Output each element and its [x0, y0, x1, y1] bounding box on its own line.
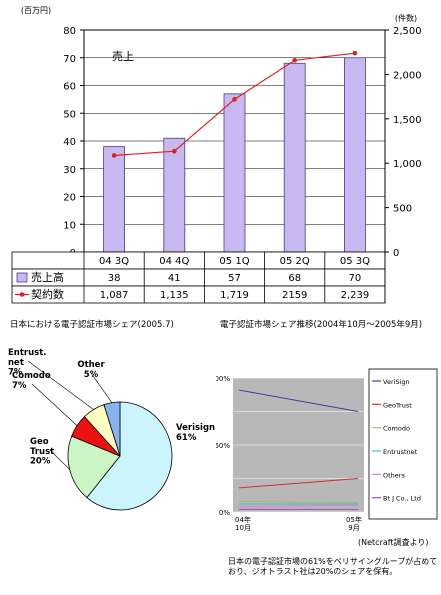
y-left-tick-label: 80 — [63, 26, 76, 37]
x-tick-label: 05 2Q — [280, 256, 310, 267]
legend-label-contracts: 契約数 — [31, 287, 64, 301]
contracts-point — [172, 148, 177, 154]
revenue-data-label: 38 — [108, 273, 121, 284]
y-left-tick-label: 40 — [63, 137, 76, 148]
trend-legend-label: Comodo — [383, 425, 410, 433]
trend-x-tick-label: 04年 10月 — [235, 515, 251, 532]
y-left-tick-label: 60 — [63, 82, 76, 93]
y-right-tick-label: 0 — [393, 248, 399, 259]
x-tick-label: 05 3Q — [340, 256, 370, 267]
pie-slice-label: Other 5% — [77, 360, 105, 380]
trend-series-line — [238, 504, 359, 508]
pie-slice-label: Geo Trust 20% — [30, 437, 54, 467]
x-tick-label: 04 3Q — [99, 256, 129, 267]
trend-series-line — [238, 500, 359, 504]
revenue-bar — [343, 57, 366, 253]
trend-title: 電子認証市場シェア推移(2004年10月～2005年9月) — [220, 319, 422, 330]
y-right-tick-label: 500 — [393, 204, 412, 215]
chart-annotation: 売上 — [112, 50, 134, 63]
y-left-tick-label: 10 — [63, 220, 76, 231]
x-tick-label: 05 1Q — [219, 256, 249, 267]
summary-note: 日本の電子認証市場の61%をベリサイングループが占めており、ジオトラスト社は20… — [228, 557, 438, 576]
y-left-tick-label: 70 — [63, 54, 76, 65]
trend-legend — [368, 368, 438, 520]
x-tick-label: 04 4Q — [159, 256, 189, 267]
y-right-tick-label: 2,000 — [393, 70, 422, 81]
pie-slice-label: Entrust. net 7% — [8, 348, 47, 378]
legend-swatch-revenue — [16, 272, 28, 283]
pie-slice-label: Verisign 61% — [176, 423, 215, 443]
trend-y-tick-label: 0% — [219, 509, 230, 517]
trend-y-tick-label: 50% — [216, 442, 230, 450]
pie-leader-line — [49, 449, 70, 470]
revenue-data-label: 41 — [168, 273, 181, 284]
y-left-unit: (百万円) — [21, 6, 51, 15]
revenue-data-label: 68 — [288, 273, 301, 284]
market-share-pie-chart: 日本における電子認証市場シェア(2005.7) Verisign 61% Geo Tru… — [8, 319, 215, 511]
legend-marker-contracts — [19, 292, 25, 297]
y-right-tick-label: 1,500 — [393, 115, 422, 126]
source-note: (Netcraft調査より) — [358, 538, 429, 547]
legend-label-revenue: 売上高 — [31, 270, 64, 284]
y-left-tick-label: 20 — [63, 193, 76, 204]
contracts-data-label: 1,087 — [100, 290, 129, 301]
contracts-point — [352, 50, 358, 56]
y-left-tick-label: 50 — [63, 109, 76, 120]
pie-leader-line — [27, 360, 94, 410]
y-right-tick-label: 1,000 — [393, 159, 422, 170]
table-row — [11, 268, 386, 287]
revenue-data-label: 70 — [349, 273, 362, 284]
contracts-data-label: 2,239 — [341, 290, 370, 301]
trend-series-line — [238, 389, 359, 412]
market-share-trend-chart: 電子認証市場シェア推移(2004年10月～2005年9月) 0% 50% 100% 04… — [216, 319, 438, 532]
contracts-data-label: 1,135 — [160, 290, 189, 301]
trend-legend-label: Entrustnet — [383, 448, 418, 456]
pie-title: 日本における電子認証市場シェア(2005.7) — [10, 319, 174, 330]
trend-legend-label: Bt J Co., Ltd — [383, 495, 421, 503]
trend-y-tick-label: 100% — [216, 375, 230, 383]
trend-legend-label: Others — [383, 471, 405, 479]
trend-legend-label: VeriSign — [383, 378, 410, 386]
trend-series-line — [238, 478, 359, 489]
table-row — [11, 285, 386, 304]
revenue-bar — [163, 137, 186, 253]
y-right-unit: (件数) — [395, 13, 417, 23]
pie-leader-line — [31, 383, 78, 426]
contracts-point — [292, 57, 298, 63]
contracts-data-label: 1,719 — [220, 290, 249, 301]
revenue-bar — [103, 146, 125, 253]
revenue-bar — [283, 62, 306, 253]
y-right-tick-label: 2,500 — [393, 26, 422, 37]
contracts-point — [111, 153, 117, 158]
trend-legend-label: GeoTrust — [383, 401, 412, 409]
revenue-bar — [223, 93, 246, 253]
revenue-data-label: 57 — [228, 273, 241, 284]
pie-leader-line — [90, 372, 113, 403]
pie-slice — [86, 401, 173, 511]
pie-slice-label: Comodo 7% — [12, 371, 51, 391]
revenue-contracts-chart: 0102030405060708005001,0001,5002,0002,50… — [11, 6, 422, 304]
contracts-data-label: 2159 — [282, 290, 307, 301]
contracts-point — [232, 97, 237, 102]
y-left-tick-label: 30 — [63, 165, 76, 176]
trend-x-tick-label: 05年 9月 — [346, 515, 362, 532]
table-row — [11, 251, 386, 270]
